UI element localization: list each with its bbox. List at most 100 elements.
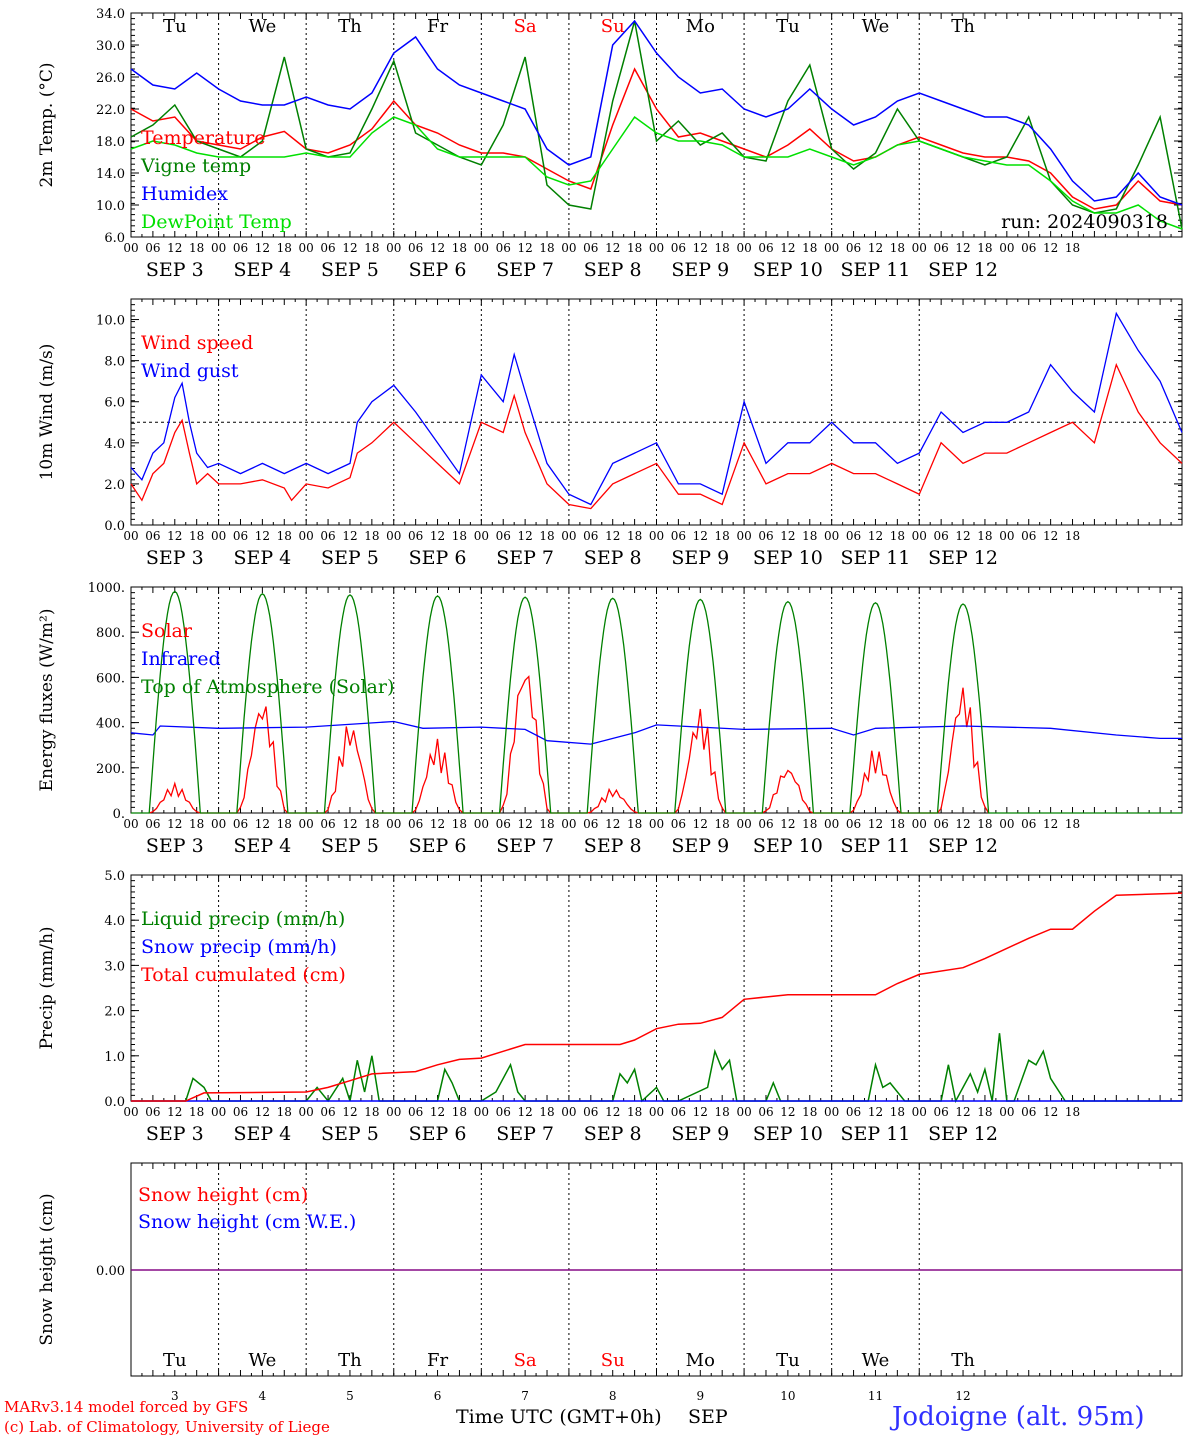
hour-label: 00	[299, 529, 314, 543]
hour-label: 06	[233, 529, 248, 543]
hour-label: 18	[1065, 817, 1080, 831]
day-label: Tu	[776, 16, 800, 37]
hour-label: 18	[977, 1105, 992, 1119]
series-line-dewpoint-temp	[130, 115, 1183, 230]
hour-label: 12	[517, 529, 532, 543]
day-number: 3	[171, 1389, 179, 1403]
hour-label: 18	[277, 529, 292, 543]
y-tick-label: 0.00	[96, 1264, 125, 1279]
hour-label: 12	[780, 529, 795, 543]
date-label: SEP 7	[496, 835, 554, 857]
hour-label: 18	[452, 241, 467, 255]
hour-label: 12	[955, 241, 970, 255]
legend-entry: Snow precip (mm/h)	[141, 936, 337, 958]
legend-entry: DewPoint Temp	[141, 211, 292, 233]
hour-label: 12	[167, 529, 182, 543]
legend-entry: Solar	[141, 620, 193, 642]
hour-label: 18	[802, 1105, 817, 1119]
series-line-vigne-temp	[130, 20, 1183, 230]
date-label: SEP 11	[841, 835, 911, 857]
y-tick-label: 22.0	[96, 103, 125, 118]
hour-label: 18	[802, 529, 817, 543]
date-label: SEP 7	[496, 259, 554, 281]
y-tick-label: 600.	[96, 671, 125, 686]
day-label: Th	[951, 16, 975, 37]
hour-label: 06	[758, 817, 773, 831]
panel-frame	[130, 298, 1183, 526]
date-label: SEP 10	[753, 835, 823, 857]
series-line-humidex	[130, 19, 1183, 206]
y-tick-label: 3.0	[104, 959, 125, 974]
y-tick-label: 26.0	[96, 71, 125, 86]
hour-label: 12	[517, 241, 532, 255]
hour-label: 18	[452, 817, 467, 831]
y-tick-label: 8.0	[104, 355, 125, 370]
day-label: Th	[338, 16, 362, 37]
y-tick-label: 0.	[113, 807, 125, 822]
hour-label: 06	[320, 817, 335, 831]
day-number: 8	[609, 1389, 617, 1403]
hour-label: 00	[999, 817, 1014, 831]
lab-credit: (c) Lab. of Climatology, University of L…	[4, 1418, 330, 1436]
hour-label: 18	[277, 241, 292, 255]
hour-label: 00	[649, 817, 664, 831]
day-number: 6	[434, 1389, 442, 1403]
hour-label: 06	[408, 241, 423, 255]
date-label: SEP 9	[671, 259, 729, 281]
day-label: Su	[601, 1350, 625, 1371]
hour-label: 06	[934, 1105, 949, 1119]
hour-label: 06	[846, 529, 861, 543]
hour-label: 12	[342, 817, 357, 831]
hour-label: 00	[912, 817, 927, 831]
hour-label: 18	[277, 817, 292, 831]
panel-4: Precip (mm/h)	[37, 874, 1183, 1104]
hour-label: 18	[715, 1105, 730, 1119]
hour-label: 06	[934, 817, 949, 831]
hour-label: 12	[693, 817, 708, 831]
hour-label: 00	[299, 817, 314, 831]
hour-label: 12	[167, 1105, 182, 1119]
date-label: SEP 5	[321, 1123, 379, 1145]
y-tick-label: 4.0	[104, 437, 125, 452]
hour-label: 06	[233, 241, 248, 255]
y-tick-label: 0.0	[104, 1095, 125, 1110]
day-label: Tu	[163, 16, 187, 37]
hour-label: 00	[736, 817, 751, 831]
hour-label: 06	[1021, 241, 1036, 255]
hour-label: 12	[255, 529, 270, 543]
y-tick-label: 1000.	[88, 581, 125, 596]
date-label: SEP 9	[671, 1123, 729, 1145]
date-label: SEP 7	[496, 1123, 554, 1145]
hour-label: 00	[386, 529, 401, 543]
date-label: SEP 4	[233, 547, 291, 569]
hour-label: 12	[255, 817, 270, 831]
hour-label: 06	[671, 817, 686, 831]
hour-label: 12	[517, 1105, 532, 1119]
y-tick-label: 2.0	[104, 1005, 125, 1020]
date-label: SEP 8	[584, 835, 642, 857]
day-label: We	[249, 16, 277, 37]
y-tick-label: 6.0	[104, 396, 125, 411]
hour-label: 00	[561, 529, 576, 543]
hour-label: 00	[649, 529, 664, 543]
hour-label: 18	[539, 241, 554, 255]
date-label: SEP 12	[928, 547, 998, 569]
y-tick-label: 18.0	[96, 135, 125, 150]
date-label: SEP 12	[928, 835, 998, 857]
hour-label: 06	[583, 1105, 598, 1119]
series-line-total-cumulated-cm-	[131, 892, 1183, 1102]
hour-label: 06	[408, 529, 423, 543]
date-label: SEP 12	[928, 259, 998, 281]
hour-label: 12	[430, 529, 445, 543]
hour-label: 18	[189, 241, 204, 255]
y-tick-label: 800.	[96, 626, 125, 641]
hour-label: 12	[868, 817, 883, 831]
hour-label: 06	[758, 241, 773, 255]
panel-5: Snow height (cm)	[37, 1162, 1183, 1377]
hour-label: 00	[474, 529, 489, 543]
day-label: We	[862, 16, 890, 37]
day-number: 4	[259, 1389, 267, 1403]
date-label: SEP 3	[146, 259, 204, 281]
hour-label: 00	[386, 241, 401, 255]
hour-label: 12	[955, 817, 970, 831]
